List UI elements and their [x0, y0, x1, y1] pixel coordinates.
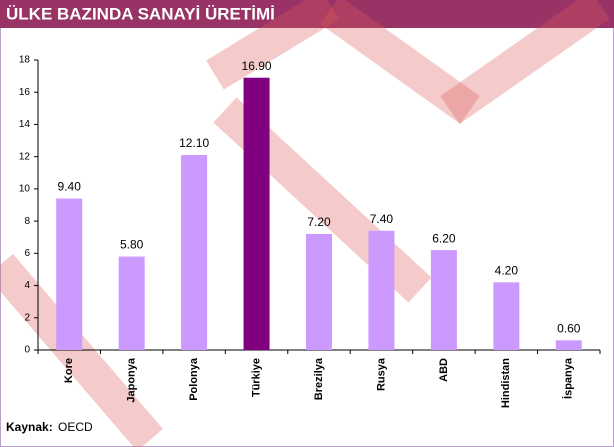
value-label: 9.40: [58, 180, 82, 194]
y-tick-label: 16: [19, 87, 31, 98]
header-bar: [0, 0, 614, 28]
x-tick-label: Türkiye: [250, 358, 262, 397]
bar: [555, 340, 582, 350]
bar: [430, 250, 457, 350]
value-label: 5.80: [120, 238, 144, 252]
source-value: OECD: [58, 420, 93, 434]
value-label: 4.20: [495, 264, 519, 278]
value-label: 16.90: [242, 59, 272, 73]
bar: [56, 198, 83, 350]
x-tick-label: ABD: [438, 358, 450, 382]
value-label: 7.40: [370, 212, 394, 226]
x-tick-label: Brezilya: [313, 357, 325, 400]
y-tick-label: 14: [19, 119, 31, 130]
bar: [493, 282, 520, 350]
bar: [368, 230, 395, 350]
bar: [306, 234, 332, 350]
x-tick-label: Rusya: [375, 357, 387, 391]
value-label: 7.20: [307, 215, 331, 229]
y-tick-label: 18: [19, 55, 31, 66]
x-tick-label: İspanya: [562, 357, 575, 399]
bar: [118, 256, 145, 350]
y-tick-label: 6: [24, 248, 30, 259]
chart-title: ÜLKE BAZINDA SANAYİ ÜRETİMİ: [6, 4, 275, 23]
x-tick-label: Kore: [63, 358, 75, 383]
x-tick-label: Hindistan: [500, 358, 512, 408]
y-tick-label: 8: [24, 216, 30, 227]
y-tick-label: 10: [19, 184, 31, 195]
bar: [181, 155, 208, 350]
x-tick-label: Polonya: [188, 357, 200, 401]
value-label: 12.10: [179, 136, 209, 150]
y-tick-label: 0: [24, 345, 30, 356]
value-label: 6.20: [432, 231, 456, 245]
source-label: Kaynak:: [6, 420, 53, 434]
y-tick-label: 4: [24, 280, 30, 291]
value-label: 0.60: [557, 322, 581, 336]
x-tick-label: Japonya: [126, 357, 138, 403]
y-tick-label: 12: [19, 151, 31, 162]
bar: [243, 77, 270, 350]
y-tick-label: 2: [24, 312, 30, 323]
